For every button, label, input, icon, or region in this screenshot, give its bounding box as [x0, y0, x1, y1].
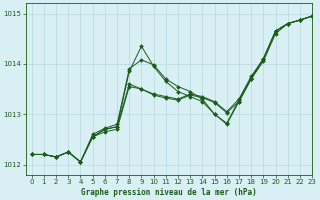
- X-axis label: Graphe pression niveau de la mer (hPa): Graphe pression niveau de la mer (hPa): [81, 188, 257, 197]
